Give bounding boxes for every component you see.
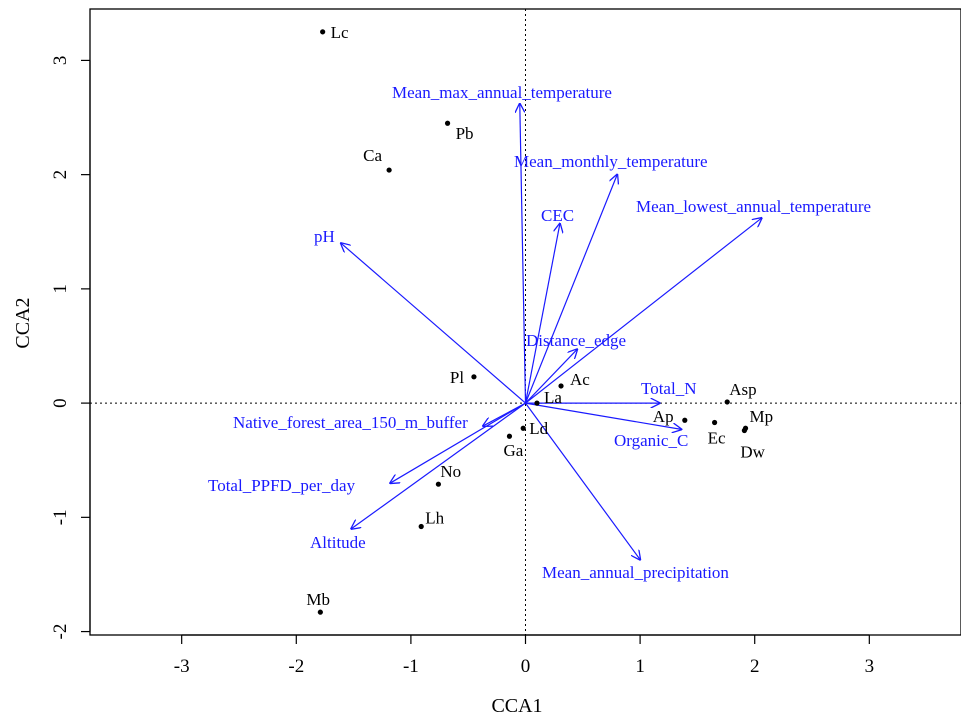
- site-label-mp: Mp: [750, 407, 774, 426]
- plot-frame: [89, 8, 961, 636]
- site-point-dw: [741, 427, 747, 434]
- site-point-pb: [444, 120, 451, 126]
- x-tick-label: 2: [750, 656, 760, 677]
- vector-distance-edge: [525, 349, 578, 404]
- x-tick-label: -2: [288, 656, 304, 677]
- site-label-ca: Ca: [363, 146, 382, 165]
- site-point-lc: [320, 29, 326, 35]
- vector-mean-annual-precipitation: [525, 402, 641, 560]
- site-label-mb: Mb: [306, 590, 330, 609]
- site-point-ac: [558, 383, 564, 389]
- vector-altitude: [351, 402, 526, 529]
- y-tick-label: 2: [50, 170, 71, 180]
- vector-label-ph: pH: [314, 227, 335, 246]
- site-label-asp: Asp: [729, 380, 756, 399]
- site-points: Lc Pb Ca Pl Ac La Ld Ga Asp Ap Ec Mp Dw No Lh Mb: [306, 23, 773, 615]
- vector-label-mean-monthly-temperature: Mean_monthly_temperature: [514, 152, 708, 171]
- site-point-no: [435, 481, 441, 487]
- y-tick-label: 3: [50, 56, 71, 65]
- vector-label-distance-edge: Distance_edge: [526, 331, 626, 350]
- x-tick-label: 1: [635, 656, 645, 677]
- site-label-dw: Dw: [740, 443, 765, 462]
- site-point-ap: [682, 417, 688, 423]
- vector-mean-max-annual-temperature: [520, 104, 527, 404]
- site-point-ld: [520, 425, 526, 431]
- reference-lines: [90, 9, 961, 635]
- y-axis: -2 -1 0 1 2 3: [50, 56, 91, 640]
- environmental-vectors: Mean_max_annual_temperature Mean_monthly_…: [208, 83, 871, 582]
- vector-label-native-forest-area-150-m-buffer: Native_forest_area_150_m_buffer: [233, 413, 468, 432]
- vector-total-ppfd-per-day: [390, 402, 526, 483]
- site-point-lh: [418, 523, 424, 530]
- site-point-ga: [506, 433, 513, 439]
- site-label-la: La: [544, 388, 562, 407]
- vector-ph: [341, 243, 526, 404]
- x-axis: -3 -2 -1 0 1 2 3: [174, 634, 875, 677]
- site-label-ap: Ap: [653, 407, 674, 426]
- vector-mean-lowest-annual-temperature: [525, 218, 762, 404]
- x-tick-label: -1: [403, 656, 419, 677]
- site-label-pb: Pb: [456, 124, 474, 143]
- y-tick-label: -2: [50, 624, 71, 640]
- site-point-mb: [317, 609, 323, 615]
- vector-label-organic-c: Organic_C: [614, 431, 688, 450]
- site-point-ec: [711, 419, 718, 426]
- y-tick-label: 0: [50, 398, 71, 408]
- site-label-lh: Lh: [425, 508, 444, 527]
- site-label-ec: Ec: [708, 429, 726, 448]
- site-label-lc: Lc: [331, 23, 349, 42]
- vector-cec: [524, 224, 560, 404]
- site-label-ld: Ld: [529, 419, 548, 438]
- site-label-no: No: [440, 462, 461, 481]
- x-axis-title: CCA1: [491, 695, 542, 717]
- y-tick-label: -1: [50, 509, 71, 525]
- y-tick-label: 1: [50, 284, 71, 294]
- site-label-pl: Pl: [450, 368, 464, 387]
- vector-mean-monthly-temperature: [524, 175, 618, 404]
- x-tick-label: -3: [174, 656, 190, 677]
- site-label-ga: Ga: [503, 441, 523, 460]
- x-tick-label: 0: [521, 656, 531, 677]
- site-point-asp: [724, 399, 730, 405]
- vector-label-altitude: Altitude: [310, 533, 366, 552]
- site-label-ac: Ac: [570, 370, 590, 389]
- vector-organic-c: [525, 402, 682, 429]
- site-point-ca: [386, 167, 392, 173]
- x-tick-label: 3: [865, 656, 875, 677]
- vector-label-cec: CEC: [541, 206, 574, 225]
- vector-label-total-n: Total_N: [641, 379, 696, 398]
- vector-label-mean-lowest-annual-temperature: Mean_lowest_annual_temperature: [636, 197, 871, 216]
- site-point-pl: [471, 374, 477, 380]
- vector-label-total-ppfd-per-day: Total_PPFD_per_day: [208, 476, 356, 495]
- vector-label-mean-annual-precipitation: Mean_annual_precipitation: [542, 563, 729, 582]
- y-axis-title: CCA2: [12, 297, 34, 348]
- site-point-la: [534, 400, 540, 406]
- vector-label-mean-max-annual-temperature: Mean_max_annual_temperature: [392, 83, 612, 102]
